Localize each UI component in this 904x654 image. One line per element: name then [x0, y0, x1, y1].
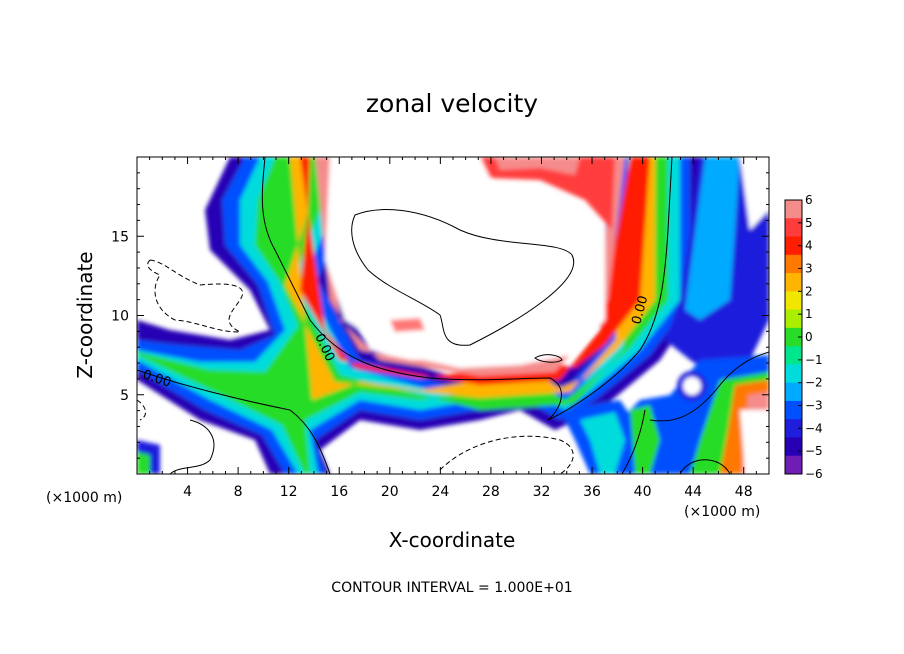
- x-tick-label: 44: [684, 484, 702, 500]
- colorbar-swatch: [785, 346, 802, 365]
- colorbar-tick-label: −1: [805, 353, 823, 367]
- x-axis-title: X-coordinate: [389, 528, 516, 552]
- x-tick-label: 36: [583, 484, 601, 500]
- colorbar-tick-label: 4: [805, 239, 813, 253]
- colorbar-swatch: [785, 236, 802, 256]
- velocity-field: [137, 157, 769, 474]
- colorbar-tick-label: 2: [805, 284, 813, 298]
- y-tick-label: 10: [111, 309, 129, 325]
- colorbar-swatch: [785, 437, 802, 457]
- colorbar: 6 5 4 3 2 1 0 −1 −2 −3 −4 −5 −6: [784, 193, 823, 481]
- contour-lines: [137, 157, 769, 474]
- colorbar-swatch: [785, 455, 802, 475]
- colorbar-tick-label: −6: [805, 467, 823, 481]
- colorbar-swatch: [785, 254, 802, 274]
- x-units-right: (×1000 m): [684, 504, 760, 520]
- x-tick-label: 24: [431, 484, 449, 500]
- x-tick-label: 20: [381, 484, 399, 500]
- x-tick-label: 40: [634, 484, 652, 500]
- colorbar-swatch: [785, 419, 802, 438]
- colorbar-swatch: [785, 291, 802, 311]
- colorbar-swatch: [785, 273, 802, 292]
- colorbar-tick-label: 1: [805, 307, 813, 321]
- x-tick-label: 28: [482, 484, 500, 500]
- colorbar-swatch: [785, 327, 802, 347]
- colorbar-swatch: [785, 400, 802, 420]
- colorbar-swatch: [785, 382, 802, 402]
- y-axis: 5 10 15: [111, 172, 769, 459]
- contour-label: 0.00: [629, 294, 651, 326]
- chart-title: zonal velocity: [366, 89, 538, 118]
- x-axis: 4 8 12 16 20 24 28 32 36 40 44 48: [149, 157, 757, 500]
- colorbar-tick-label: −4: [805, 421, 823, 435]
- colorbar-tick-label: 5: [805, 216, 813, 230]
- contour-interval-label: CONTOUR INTERVAL = 1.000E+01: [331, 580, 572, 596]
- y-tick-label: 5: [120, 388, 129, 404]
- x-tick-label: 8: [234, 484, 243, 500]
- colorbar-tick-label: 0: [805, 330, 813, 344]
- colorbar-swatch: [785, 309, 802, 329]
- x-tick-label: 48: [735, 484, 753, 500]
- x-units-left: (×1000 m): [46, 490, 122, 506]
- x-tick-label: 16: [330, 484, 348, 500]
- x-tick-label: 4: [183, 484, 192, 500]
- y-axis-title: Z-coordinate: [73, 251, 97, 378]
- colorbar-tick-label: −5: [805, 444, 823, 458]
- colorbar-swatch: [785, 364, 802, 384]
- x-tick-label: 12: [280, 484, 298, 500]
- colorbar-tick-label: 6: [805, 193, 813, 207]
- colorbar-tick-label: 3: [805, 262, 813, 276]
- colorbar-swatch: [785, 218, 802, 238]
- colorbar-tick-label: −3: [805, 399, 823, 413]
- x-tick-label: 32: [533, 484, 551, 500]
- colorbar-swatch: [785, 200, 802, 219]
- colorbar-tick-label: −2: [805, 376, 823, 390]
- y-tick-label: 15: [111, 229, 129, 245]
